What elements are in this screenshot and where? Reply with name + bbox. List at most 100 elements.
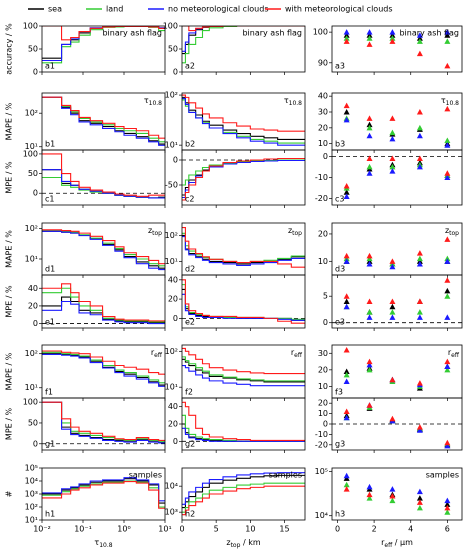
plot-area [42, 96, 165, 146]
x-tick-label: 4 [408, 525, 413, 534]
triangle-marker [444, 174, 451, 180]
step-line [182, 157, 305, 201]
triangle-marker [416, 32, 423, 38]
y-tick-label: 10¹ [25, 516, 38, 525]
step-line [42, 481, 165, 509]
frame [331, 274, 463, 329]
panel-label: b1 [45, 140, 55, 149]
y-tick-label: 100 [163, 22, 178, 31]
plot-area [182, 227, 305, 268]
corner-label-main: r [291, 348, 295, 357]
step-line [182, 234, 305, 265]
corner-label-sub: top [152, 230, 162, 237]
step-line [182, 26, 305, 32]
y-tick-label: 10⁴ [25, 477, 38, 486]
step-line [182, 293, 305, 321]
triangle-marker [366, 402, 373, 408]
corner-label: reff [291, 348, 303, 360]
y-tick-label: 10¹ [25, 383, 38, 392]
corner-label: binary ash flag [102, 29, 162, 38]
triangle-marker [389, 303, 396, 310]
corner-label-sub: eff [451, 352, 460, 359]
step-line [182, 288, 305, 321]
triangle-marker [416, 499, 423, 505]
plot-area [182, 347, 305, 387]
plot-area [343, 236, 451, 270]
triangle-marker [416, 309, 423, 315]
triangle-marker [366, 121, 373, 128]
triangle-marker [343, 293, 350, 299]
triangle-marker [366, 483, 373, 490]
triangle-marker [366, 41, 373, 47]
y-tick-label: 0 [33, 319, 38, 328]
frame [331, 467, 463, 521]
plot-area [182, 401, 305, 442]
triangle-marker [444, 29, 451, 35]
plot-area [343, 277, 451, 320]
frame [331, 149, 463, 206]
triangle-marker [343, 303, 350, 310]
triangle-marker [444, 366, 451, 373]
triangle-marker [416, 50, 423, 57]
triangle-marker [416, 314, 423, 320]
triangle-marker [389, 129, 396, 136]
x-axis-label-sub: top [231, 542, 241, 549]
triangle-marker [343, 38, 350, 44]
y-axis-label: MAPE / % [5, 102, 14, 140]
plot-area [42, 350, 165, 387]
step-line [182, 284, 305, 320]
triangle-marker [366, 314, 373, 320]
corner-label-sub: top [449, 230, 459, 237]
triangle-marker [389, 35, 396, 41]
frame [41, 274, 166, 329]
x-tick-label: 2 [372, 525, 377, 534]
step-line [42, 96, 165, 146]
x-axis-label-main: r [381, 538, 385, 547]
y-tick-label: 10² [25, 109, 38, 118]
triangle-marker [343, 193, 350, 200]
y-tick-label: 30 [318, 108, 328, 117]
x-axis-label: τ10.8 [94, 538, 112, 550]
corner-label-sub: eff [154, 352, 163, 359]
y-tick-label: 0 [173, 437, 178, 446]
triangle-marker [444, 236, 451, 242]
y-tick-label: 10¹ [165, 383, 178, 392]
y-tick-label: -20 [315, 440, 328, 449]
step-line [42, 353, 165, 387]
triangle-marker [343, 32, 350, 38]
plot-area [182, 94, 305, 146]
y-tick-label: 90 [318, 58, 328, 67]
corner-label: ztop [445, 226, 459, 238]
triangle-marker [366, 298, 373, 304]
step-line [42, 176, 165, 199]
triangle-marker [416, 163, 423, 170]
step-line [42, 350, 165, 375]
panel-label: h1 [45, 510, 55, 519]
y-tick-label: -10 [315, 430, 328, 439]
y-tick-label: 10⁵ [315, 467, 328, 476]
x-axis-label-rest: / km [240, 538, 260, 547]
x-tick-label: 10¹ [158, 525, 171, 534]
triangle-marker [366, 358, 373, 365]
panel-label: c3 [335, 195, 345, 204]
triangle-marker [389, 486, 396, 492]
y-axis-label: MPE / % [5, 161, 14, 194]
corner-label-main: τ [144, 96, 149, 105]
panel-label: h2 [185, 510, 195, 519]
y-tick-label: 10¹ [165, 141, 178, 150]
triangle-marker [343, 252, 350, 259]
triangle-marker [389, 263, 396, 270]
y-axis-label: accuracy / % [5, 23, 14, 75]
triangle-marker [389, 258, 396, 264]
triangle-marker [366, 115, 373, 121]
x-axis-label: reff / µm [381, 538, 413, 550]
step-line [42, 230, 165, 267]
y-tick-label: 10² [165, 91, 178, 100]
step-line [182, 423, 305, 442]
triangle-marker [416, 155, 423, 161]
corner-label-sub: 10.8 [149, 100, 163, 107]
frame [41, 467, 166, 521]
triangle-marker [343, 109, 350, 115]
step-line [182, 365, 305, 387]
legend-label: sea [48, 5, 62, 14]
